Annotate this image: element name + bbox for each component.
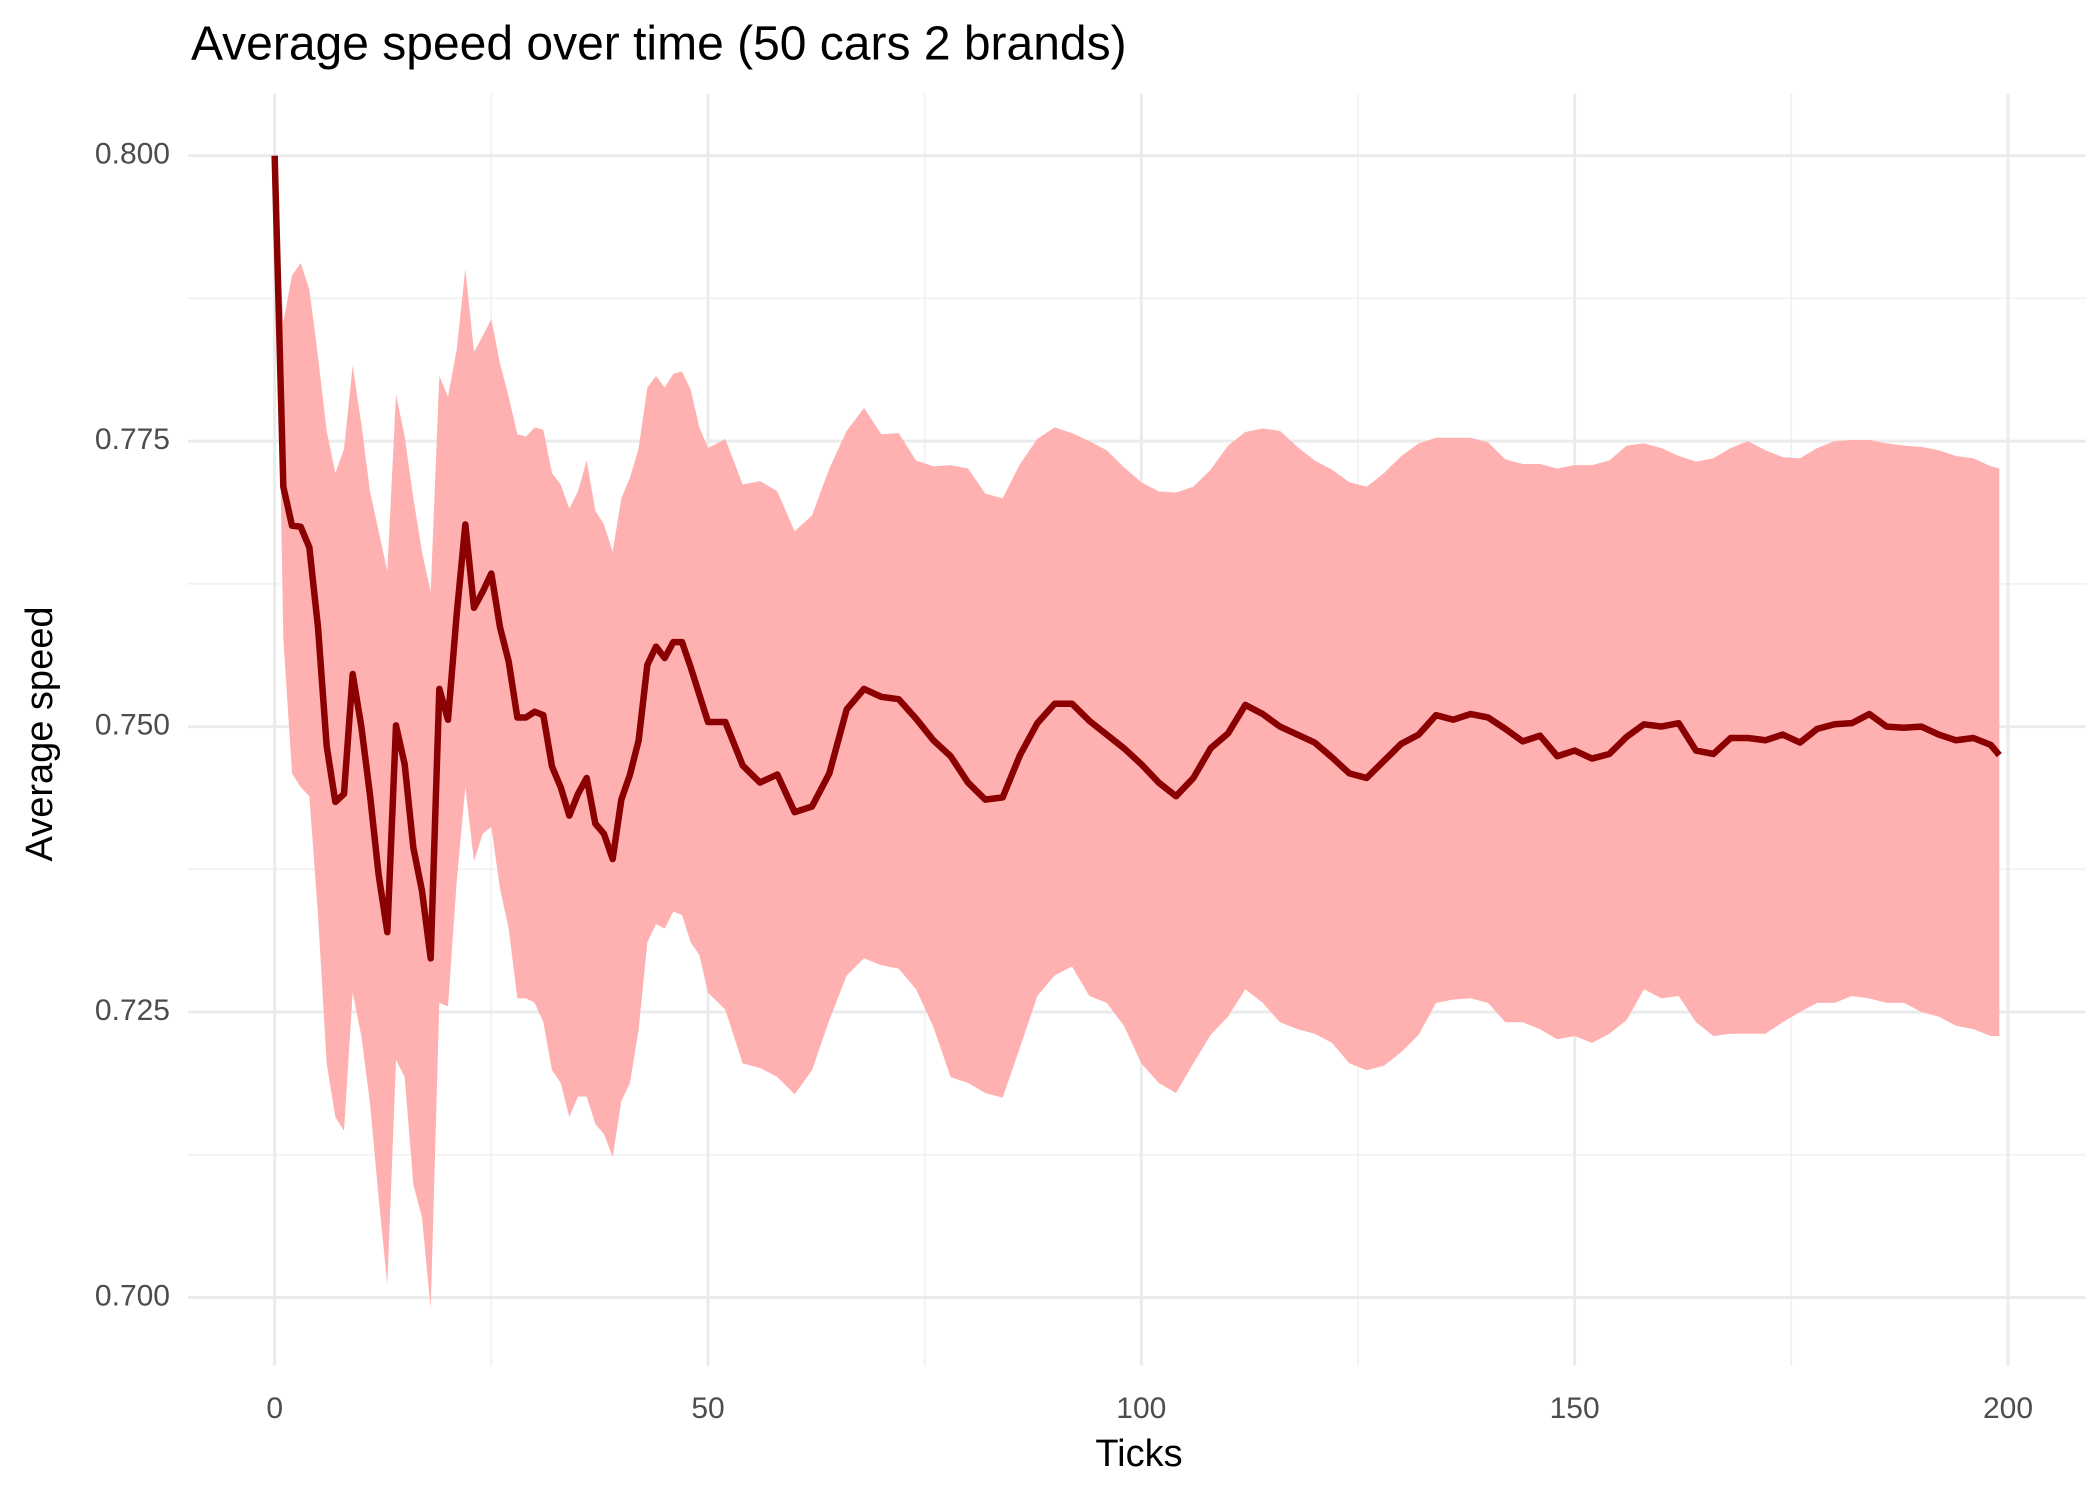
y-tick-label: 0.800 [95,138,170,171]
confidence-band [274,155,2000,1309]
x-tick-label: 150 [1550,1392,1600,1425]
x-tick-label: 200 [1983,1392,2033,1425]
x-tick-label: 100 [1116,1392,1166,1425]
x-axis-title: Ticks [1095,1433,1182,1475]
y-tick-label: 0.750 [95,708,170,741]
x-tick-label: 0 [266,1392,283,1425]
x-tick-label: 50 [691,1392,724,1425]
y-tick-label: 0.725 [95,994,170,1027]
y-tick-label: 0.775 [95,423,170,456]
y-axis-title: Average speed [19,607,61,862]
chart-title: Average speed over time (50 cars 2 brand… [191,18,1127,71]
y-tick-label: 0.700 [95,1279,170,1312]
mean-line [271,155,2002,962]
